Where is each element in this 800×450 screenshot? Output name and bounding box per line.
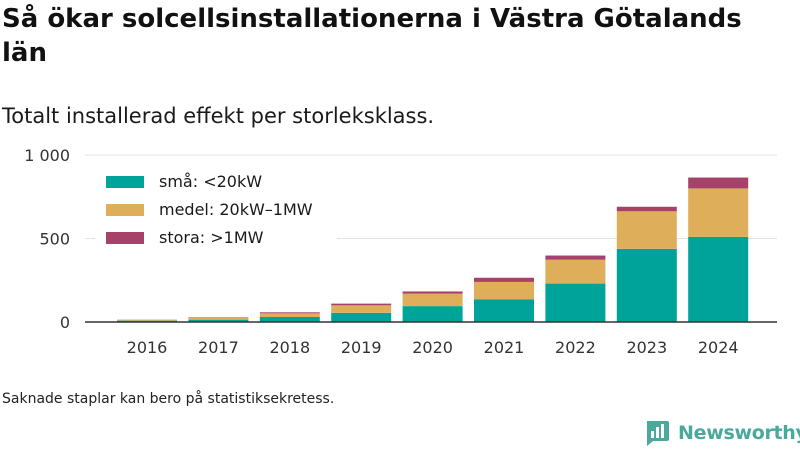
bar-segment [117,319,177,321]
brand-name: Newsworthy [678,422,800,444]
bar-segment [188,317,249,318]
legend-label: medel: 20kW–1MW [159,200,313,219]
footnote: Saknade staplar kan bero på statistiksek… [2,391,335,407]
bar-segment [545,283,606,322]
bar-segment [474,277,534,282]
x-axis-ticks: 2016 2017 2018 2019 2020 2021 2022 2023 2024 [127,338,739,357]
bar-segment [474,299,534,322]
chart-subtitle: Totalt installerad effekt per storlekskl… [2,104,435,128]
legend-label: stora: >1MW [159,228,264,247]
bars [117,177,749,322]
legend-swatch [106,176,144,188]
bar-segment [188,317,249,320]
bar-segment [259,313,320,317]
bar-segment [688,236,749,322]
x-tick-label: 2023 [626,338,667,357]
x-tick-label: 2021 [484,338,525,357]
brand-logo: Newsworthy [644,418,800,448]
bar-segment [402,291,463,294]
legend-swatch [106,204,144,216]
bar-segment [402,306,463,322]
bar-segment [688,188,749,237]
y-tick-label: 500 [39,230,70,249]
x-tick-label: 2016 [127,338,168,357]
x-tick-label: 2019 [341,338,382,357]
x-tick-label: 2020 [412,338,453,357]
y-tick-label: 0 [60,313,70,332]
bar-segment [616,248,677,322]
bar-segment [331,312,392,322]
bar-segment [545,255,606,260]
legend: små: <20kW medel: 20kW–1MW stora: >1MW [95,168,337,250]
x-tick-label: 2018 [269,338,310,357]
x-tick-label: 2022 [555,338,596,357]
x-tick-label: 2017 [198,338,239,357]
bar-segment [188,319,249,322]
y-axis-ticks: 0 500 1 000 [24,146,70,332]
chart-title: Så ökar solcellsinstallationerna i Västr… [2,4,742,68]
bar-segment [259,312,320,314]
bar-segment [331,303,392,306]
y-tick-label: 1 000 [24,146,70,165]
newsworthy-logo-icon [646,421,669,446]
bar-segment [259,316,320,322]
legend-swatch [106,232,144,244]
bar-segment [331,305,392,313]
legend-label: små: <20kW [159,172,262,191]
bar-segment [545,259,606,284]
bar-segment [616,211,677,249]
bar-segment [474,281,534,300]
bar-segment [688,177,749,189]
bar-segment [402,293,463,307]
x-tick-label: 2024 [698,338,739,357]
bar-segment [616,206,677,212]
